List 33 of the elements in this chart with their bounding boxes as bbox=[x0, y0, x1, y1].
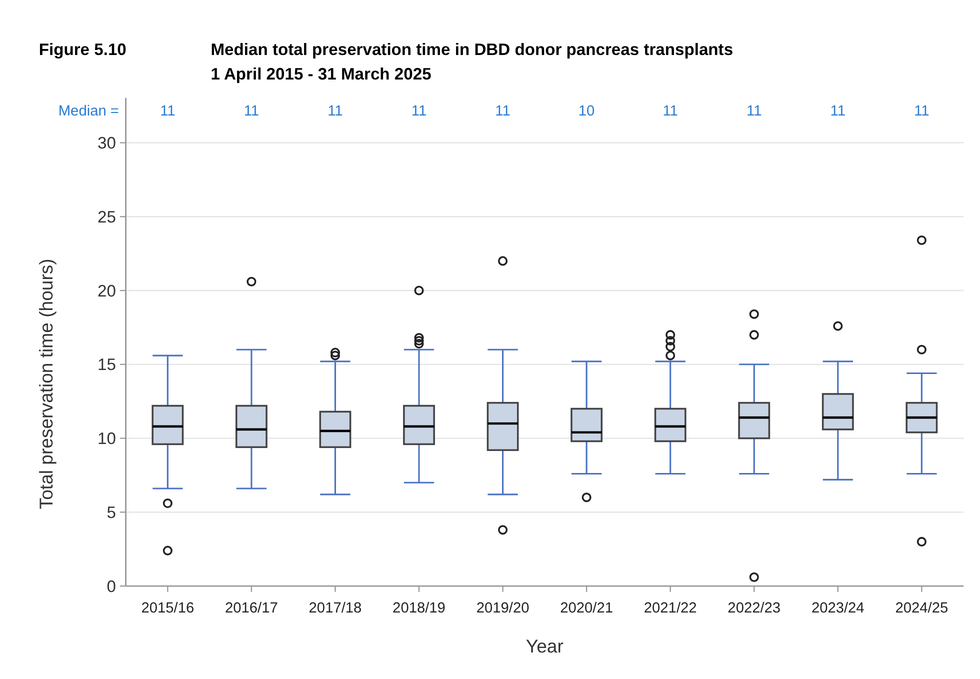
y-tick-label: 20 bbox=[98, 281, 116, 300]
x-tick-label: 2022/23 bbox=[728, 600, 781, 616]
text: 11 bbox=[830, 103, 846, 120]
text: 11 bbox=[328, 103, 343, 120]
chart-subtitle: 1 April 2015 - 31 March 2025 bbox=[210, 64, 432, 84]
x-tick-label: 2019/20 bbox=[476, 600, 530, 616]
text: 10 bbox=[578, 103, 595, 120]
y-tick-label: 30 bbox=[98, 134, 116, 153]
text: Median = bbox=[58, 103, 119, 120]
x-tick-label: 2021/22 bbox=[644, 600, 697, 616]
y-tick-label: 25 bbox=[98, 207, 116, 226]
text: 11 bbox=[662, 103, 678, 120]
text: 11 bbox=[244, 103, 260, 120]
caption: Figure 5.10 bbox=[38, 40, 126, 59]
text: 11 bbox=[160, 103, 176, 120]
x-tick-label: 2017/18 bbox=[308, 600, 362, 616]
text: 11 bbox=[495, 103, 510, 120]
x-tick-label: 2015/16 bbox=[141, 600, 194, 616]
x-tick-label: 2018/19 bbox=[392, 600, 446, 616]
x-tick-label: 2020/21 bbox=[560, 600, 614, 616]
x-tick-label: 2024/25 bbox=[895, 600, 948, 616]
x-axis-title: Year bbox=[526, 635, 564, 656]
y-tick-label: 0 bbox=[106, 576, 116, 596]
chart-title: Median total preservation time in DBD donor pancreas transplants bbox=[210, 40, 734, 59]
text: 11 bbox=[411, 103, 427, 120]
y-tick-label: 5 bbox=[106, 502, 116, 522]
x-tick-label: 2023/24 bbox=[811, 600, 864, 616]
y-tick-label: 15 bbox=[98, 355, 116, 374]
y-tick-label: 10 bbox=[98, 429, 116, 448]
y-axis-title: Total preservation time (hours) bbox=[36, 258, 57, 510]
text: 11 bbox=[746, 103, 762, 120]
text: 11 bbox=[914, 103, 930, 120]
x-tick-label: 2016/17 bbox=[225, 600, 278, 616]
